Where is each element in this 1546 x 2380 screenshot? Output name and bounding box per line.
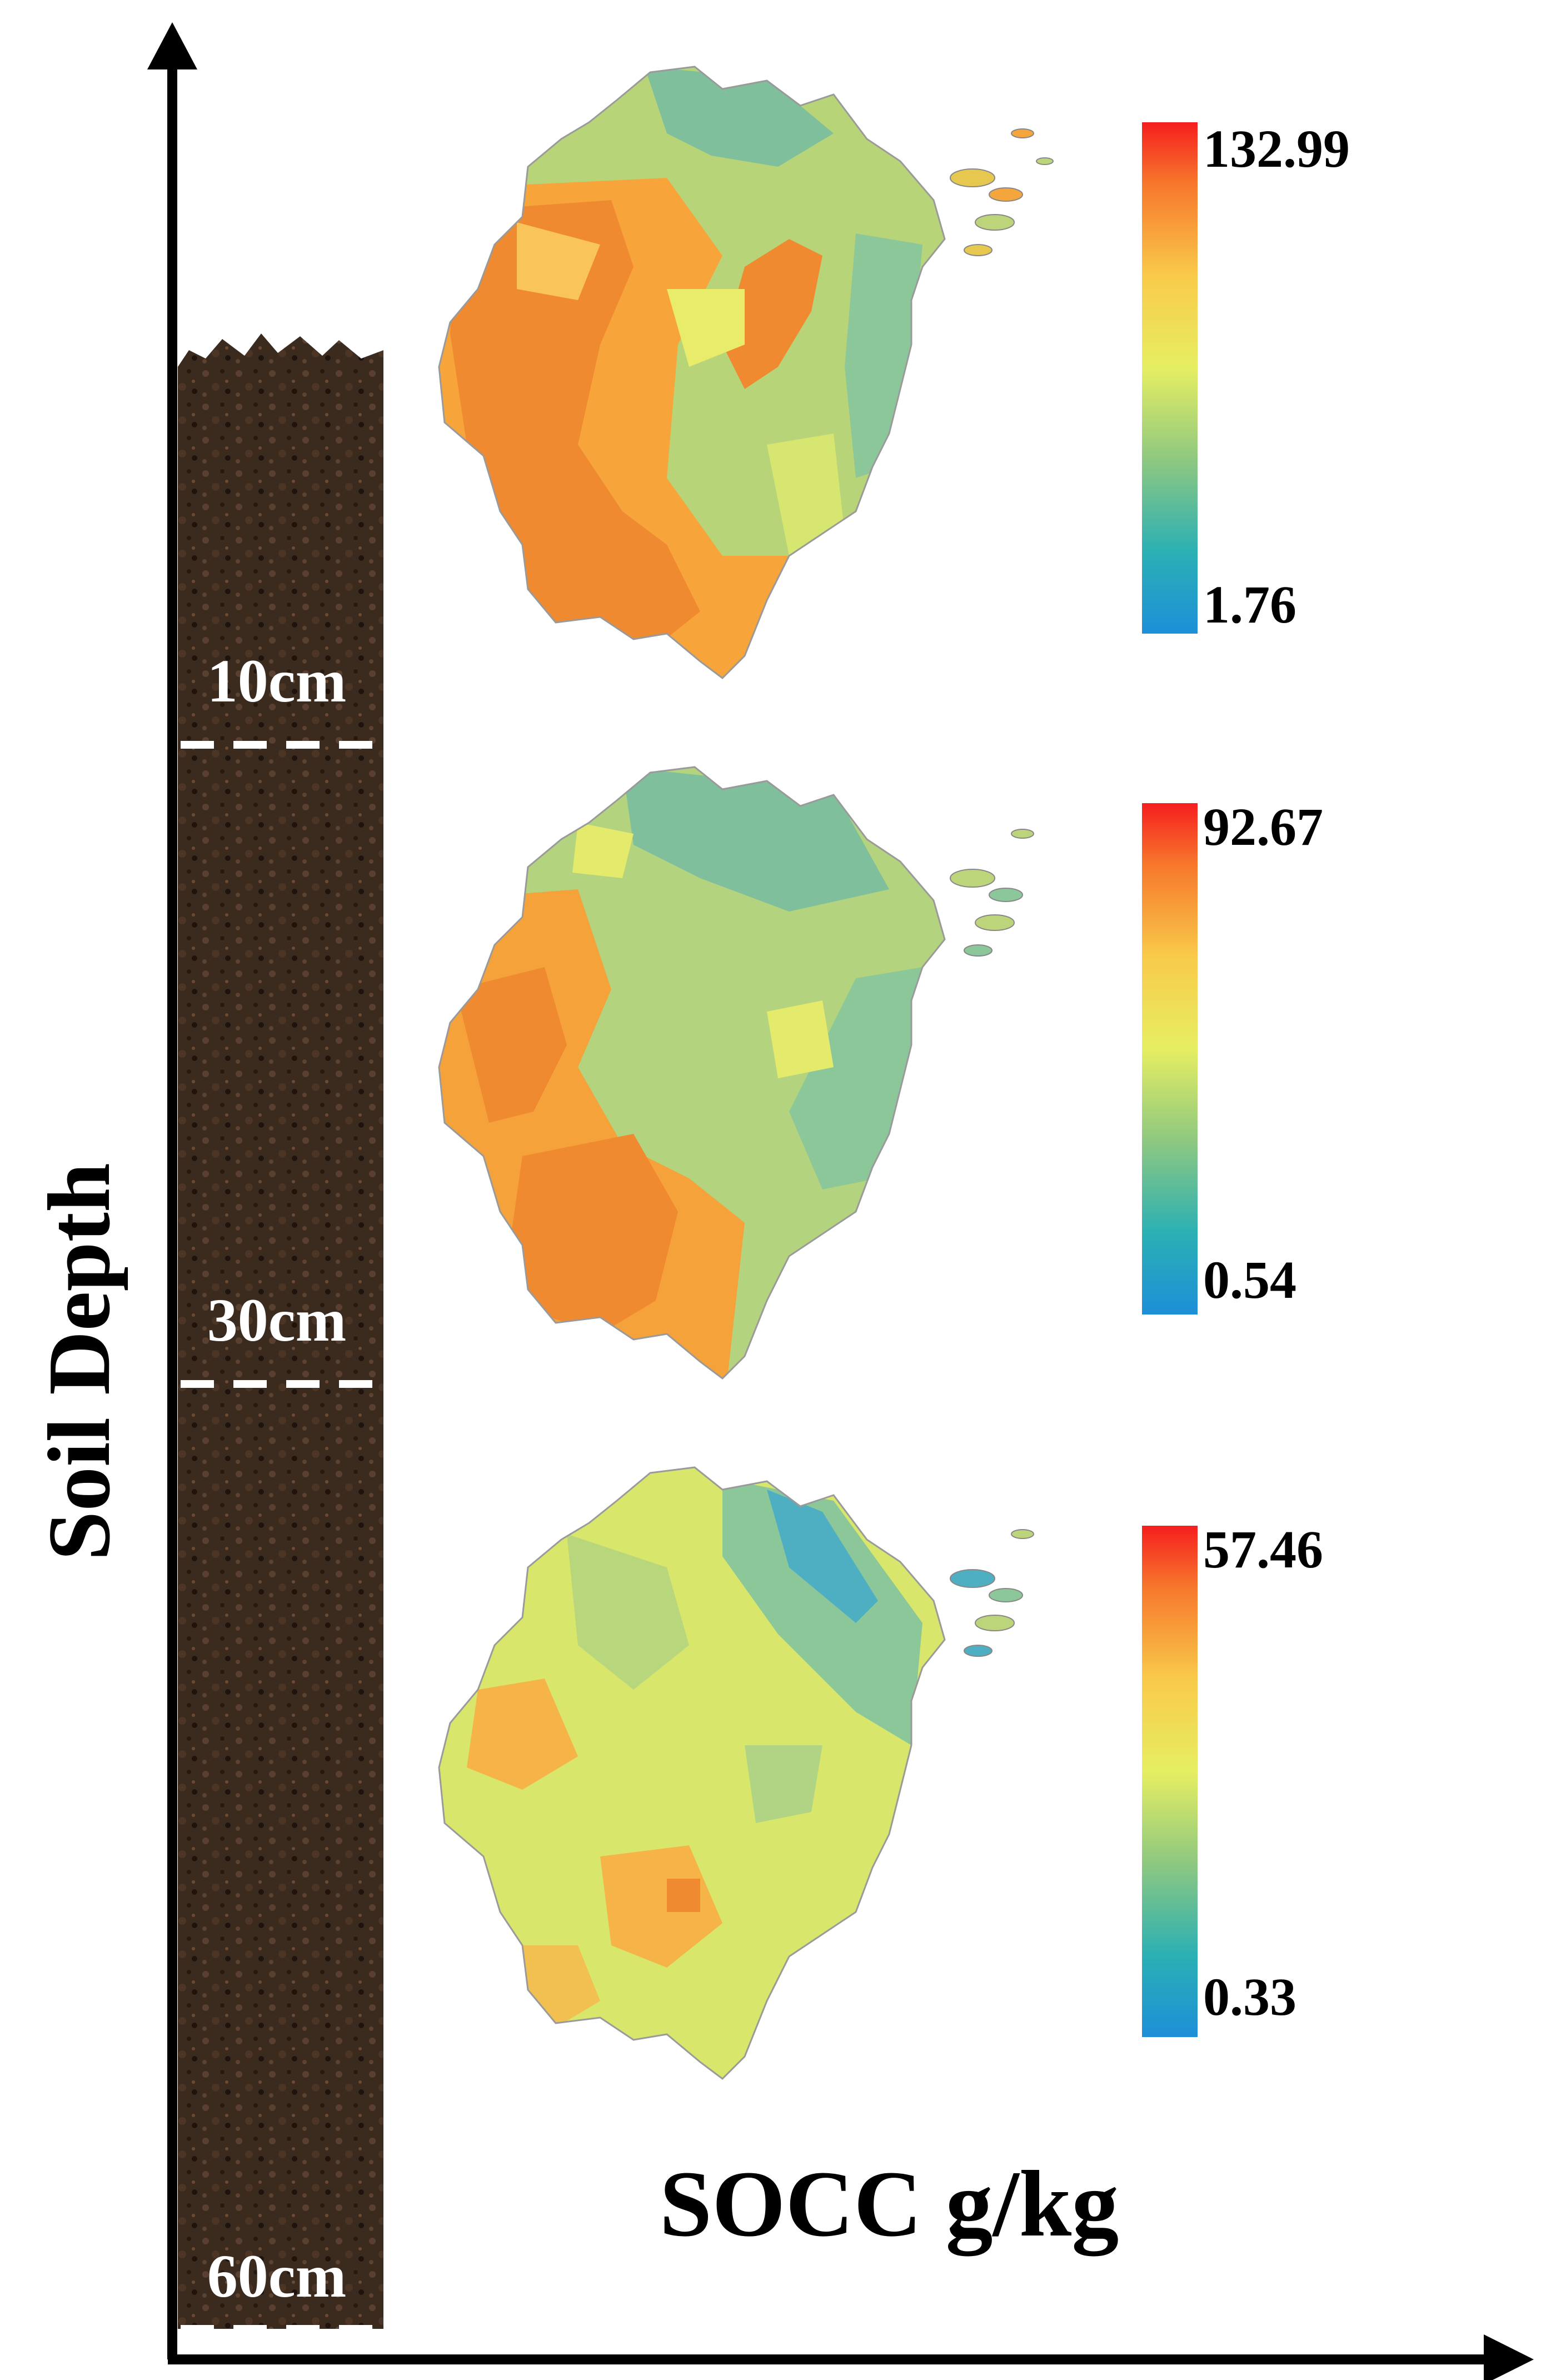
legend-min-30cm: 0.54 — [1203, 1250, 1296, 1310]
depth-label-10cm: 10cm — [207, 647, 347, 715]
islands-group — [950, 128, 1054, 256]
legend-max-30cm: 92.67 — [1203, 797, 1323, 857]
y-axis-arrow-icon — [147, 22, 197, 69]
legend-max-60cm: 57.46 — [1203, 1520, 1323, 1579]
colorbar-10cm — [1142, 122, 1198, 634]
map-panel-30cm — [438, 766, 1034, 1380]
colorbar-60cm — [1142, 1526, 1198, 2037]
map-panel-60cm — [438, 1466, 1034, 2080]
map-panel-10cm — [438, 66, 1054, 679]
legend-min-10cm: 1.76 — [1203, 575, 1296, 634]
soil-column — [178, 333, 383, 2329]
y-axis-title: Soil Depth — [29, 1163, 128, 1561]
x-axis-title: SOCC g/kg — [659, 2152, 1119, 2256]
legend-min-60cm: 0.33 — [1203, 1967, 1296, 2027]
legend-max-10cm: 132.99 — [1203, 119, 1350, 178]
depth-label-60cm: 60cm — [207, 2242, 347, 2310]
x-axis-arrow-icon — [1484, 2334, 1534, 2380]
colorbar-30cm — [1142, 803, 1198, 1315]
depth-label-30cm: 30cm — [207, 1286, 347, 1354]
